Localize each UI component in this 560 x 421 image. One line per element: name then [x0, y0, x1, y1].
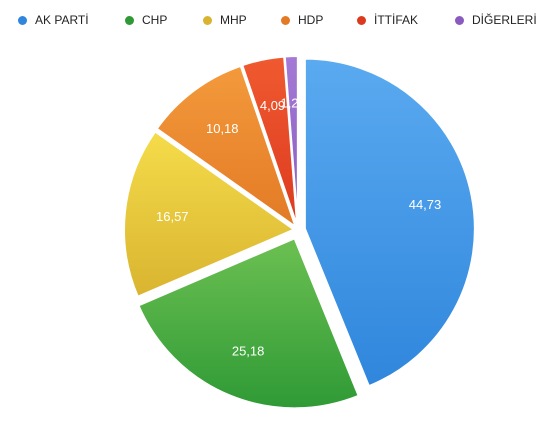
legend-swatch-2: [203, 15, 212, 25]
pie-slice-1[interactable]: [137, 237, 360, 410]
pie-slice-5[interactable]: [283, 55, 299, 227]
slice-label-4: 4,09: [260, 98, 285, 113]
pie-slice-2[interactable]: [123, 130, 297, 299]
legend-item-1[interactable]: CHP: [125, 13, 167, 27]
pie-slice-0[interactable]: [303, 57, 476, 388]
legend-swatch-0: [18, 15, 27, 25]
legend-label-1: CHP: [142, 13, 168, 27]
legend-item-3[interactable]: HDP: [281, 13, 323, 27]
legend-swatch-3: [281, 15, 290, 25]
legend-label-5: DİĞERLERİ: [472, 13, 537, 27]
pie-slice-3[interactable]: [155, 64, 298, 230]
slice-label-1: 25,18: [232, 344, 265, 359]
slice-label-0: 44,73: [409, 197, 442, 212]
legend-item-5[interactable]: DİĞERLERİ: [455, 13, 537, 27]
legend-item-4[interactable]: İTTİFAK: [357, 13, 418, 27]
legend-swatch-5: [455, 15, 464, 25]
chart-legend: AK PARTİ CHP MHP HDP İTTİFAK DİĞERLERİ: [0, 13, 560, 29]
legend-swatch-1: [125, 15, 134, 25]
slice-label-3: 10,18: [206, 121, 239, 136]
slice-label-2: 16,57: [156, 209, 189, 224]
legend-item-0[interactable]: AK PARTİ: [18, 13, 89, 27]
legend-label-2: MHP: [220, 13, 247, 27]
legend-label-0: AK PARTİ: [35, 13, 89, 27]
legend-label-3: HDP: [298, 13, 324, 27]
legend-label-4: İTTİFAK: [374, 13, 419, 27]
slice-label-5: 1,25: [280, 96, 305, 111]
legend-item-2[interactable]: MHP: [203, 13, 247, 27]
legend-swatch-4: [357, 15, 366, 25]
